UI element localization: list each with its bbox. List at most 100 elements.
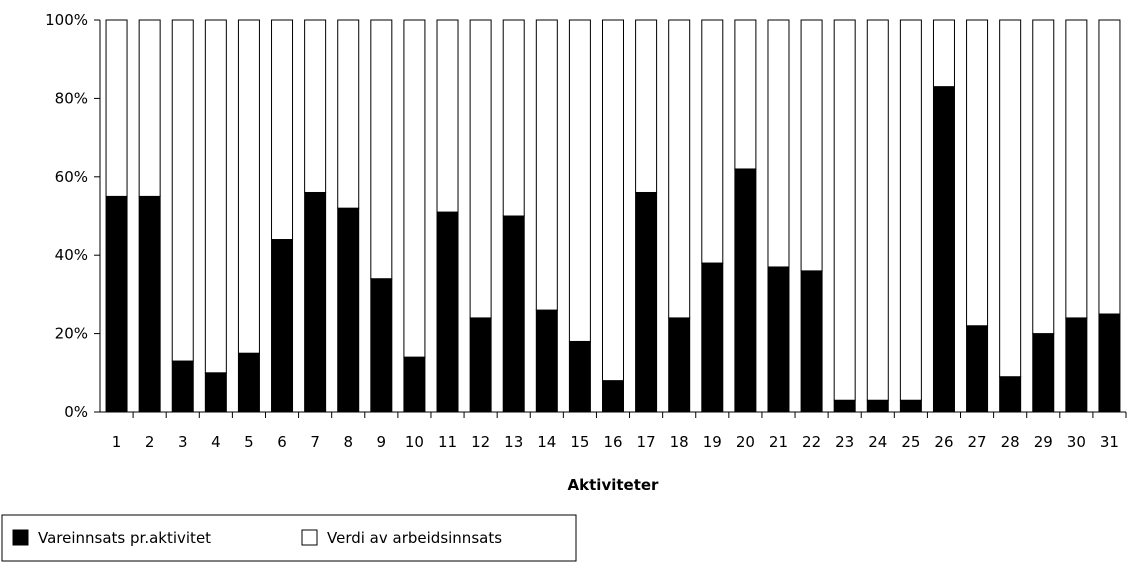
bar-vareinnsats xyxy=(1032,333,1055,413)
x-tick-label: 20 xyxy=(736,433,755,451)
x-tick-label: 11 xyxy=(438,433,457,451)
x-tick-label: 28 xyxy=(1001,433,1020,451)
bar-arbeidsinnsats xyxy=(734,19,757,170)
bar-vareinnsats xyxy=(1098,313,1121,413)
y-tick-label: 80% xyxy=(55,89,88,107)
x-tick-label: 6 xyxy=(277,433,287,451)
bar-vareinnsats xyxy=(999,376,1022,413)
x-tick-label: 3 xyxy=(178,433,188,451)
bar-vareinnsats xyxy=(370,278,393,413)
bar-arbeidsinnsats xyxy=(237,19,260,354)
x-tick-label: 10 xyxy=(405,433,424,451)
bar-arbeidsinnsats xyxy=(833,19,856,401)
y-tick-label: 40% xyxy=(55,246,88,264)
bar-vareinnsats xyxy=(171,360,194,413)
bar-vareinnsats xyxy=(105,195,128,413)
y-tick-label: 100% xyxy=(45,11,88,29)
bar-vareinnsats xyxy=(436,211,459,413)
bar-arbeidsinnsats xyxy=(701,19,724,264)
y-tick-label: 0% xyxy=(64,403,88,421)
bar-vareinnsats xyxy=(337,207,360,413)
bar-arbeidsinnsats xyxy=(105,19,128,197)
x-tick-label: 22 xyxy=(802,433,821,451)
bar-arbeidsinnsats xyxy=(1065,19,1088,319)
x-tick-label: 8 xyxy=(343,433,353,451)
bar-vareinnsats xyxy=(204,372,227,413)
bar-vareinnsats xyxy=(668,317,691,413)
x-tick-label: 9 xyxy=(377,433,387,451)
bar-vareinnsats xyxy=(568,340,591,413)
x-tick-label: 14 xyxy=(537,433,556,451)
bar-arbeidsinnsats xyxy=(403,19,426,358)
bar-arbeidsinnsats xyxy=(866,19,889,401)
legend-label: Vareinnsats pr.aktivitet xyxy=(38,529,211,547)
x-tick-label: 29 xyxy=(1034,433,1053,451)
bar-group xyxy=(105,19,1121,413)
bar-arbeidsinnsats xyxy=(767,19,790,268)
bar-arbeidsinnsats xyxy=(204,19,227,374)
y-tick-label: 60% xyxy=(55,168,88,186)
bar-arbeidsinnsats xyxy=(436,19,459,213)
bar-arbeidsinnsats xyxy=(271,19,294,241)
bar-vareinnsats xyxy=(403,356,426,413)
bar-vareinnsats xyxy=(899,399,922,413)
legend-label: Verdi av arbeidsinnsats xyxy=(327,529,502,547)
legend: Vareinnsats pr.aktivitet Verdi av arbeids… xyxy=(1,514,577,562)
bar-arbeidsinnsats xyxy=(469,19,492,319)
bar-vareinnsats xyxy=(469,317,492,413)
legend-box xyxy=(1,514,577,562)
bar-arbeidsinnsats xyxy=(171,19,194,362)
x-tick-label: 13 xyxy=(504,433,523,451)
bar-vareinnsats xyxy=(734,168,757,413)
bar-vareinnsats xyxy=(237,352,260,413)
bar-arbeidsinnsats xyxy=(635,19,658,193)
bar-vareinnsats xyxy=(800,270,823,413)
x-tick-label: 31 xyxy=(1100,433,1119,451)
x-tick-label: 26 xyxy=(934,433,953,451)
bar-vareinnsats xyxy=(767,266,790,413)
x-axis-title: Aktiviteter xyxy=(568,476,660,494)
bar-vareinnsats xyxy=(271,239,294,413)
y-tick-label: 20% xyxy=(55,325,88,343)
x-tick-label: 16 xyxy=(603,433,622,451)
bar-arbeidsinnsats xyxy=(932,19,955,88)
x-tick-label: 18 xyxy=(670,433,689,451)
y-axis: 0% 20% 40% 60% 80% 100% xyxy=(45,11,101,421)
x-tick-label: 25 xyxy=(901,433,920,451)
x-tick-label: 15 xyxy=(570,433,589,451)
bar-arbeidsinnsats xyxy=(899,19,922,401)
bar-vareinnsats xyxy=(602,380,624,413)
bar-vareinnsats xyxy=(1065,317,1088,413)
bar-vareinnsats xyxy=(701,262,724,413)
bar-vareinnsats xyxy=(138,195,161,413)
bar-vareinnsats xyxy=(502,215,525,413)
bar-arbeidsinnsats xyxy=(1032,19,1055,335)
bar-arbeidsinnsats xyxy=(535,19,558,311)
bar-vareinnsats xyxy=(304,191,327,413)
x-tick-label: 21 xyxy=(769,433,788,451)
bar-arbeidsinnsats xyxy=(602,19,624,382)
legend-swatch-vareinnsats xyxy=(12,529,29,546)
bar-vareinnsats xyxy=(866,399,889,413)
bar-arbeidsinnsats xyxy=(337,19,360,209)
x-tick-label: 23 xyxy=(835,433,854,451)
x-tick-label: 7 xyxy=(310,433,320,451)
bar-arbeidsinnsats xyxy=(304,19,327,193)
x-tick-label: 12 xyxy=(471,433,490,451)
x-tick-label: 30 xyxy=(1067,433,1086,451)
x-tick-label: 27 xyxy=(968,433,987,451)
bar-arbeidsinnsats xyxy=(568,19,591,342)
x-tick-label: 19 xyxy=(703,433,722,451)
bar-vareinnsats xyxy=(966,325,989,413)
x-tick-label: 24 xyxy=(868,433,887,451)
bar-arbeidsinnsats xyxy=(138,19,161,197)
bar-vareinnsats xyxy=(635,191,658,413)
bar-arbeidsinnsats xyxy=(370,19,393,280)
bar-arbeidsinnsats xyxy=(502,19,525,217)
bar-arbeidsinnsats xyxy=(800,19,823,272)
bar-arbeidsinnsats xyxy=(668,19,691,319)
bar-arbeidsinnsats xyxy=(966,19,989,327)
x-tick-label: 4 xyxy=(211,433,221,451)
bar-vareinnsats xyxy=(535,309,558,413)
x-tick-label: 5 xyxy=(244,433,254,451)
